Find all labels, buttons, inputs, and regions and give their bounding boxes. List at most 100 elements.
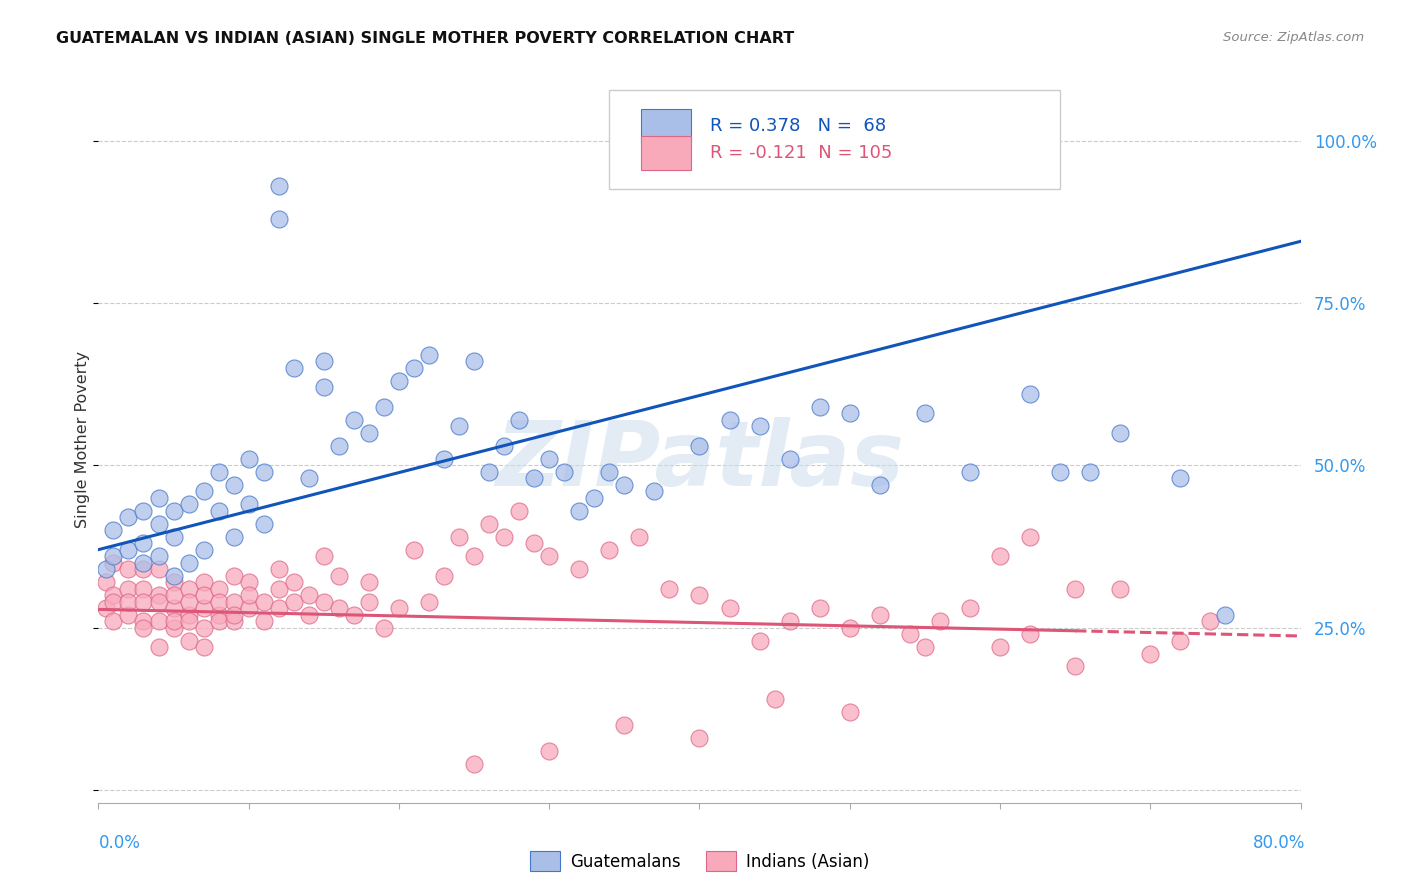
- Point: [177, 497, 200, 511]
- Point: [298, 471, 321, 485]
- Point: [494, 439, 516, 453]
- Point: [914, 406, 936, 420]
- Point: [132, 562, 155, 576]
- Point: [808, 400, 831, 414]
- Point: [193, 601, 215, 615]
- Point: [162, 504, 184, 518]
- Point: [267, 562, 290, 576]
- Point: [568, 504, 591, 518]
- Point: [148, 588, 170, 602]
- Point: [613, 477, 636, 491]
- Point: [402, 542, 425, 557]
- FancyBboxPatch shape: [641, 109, 692, 143]
- Point: [162, 568, 184, 582]
- Point: [148, 491, 170, 505]
- Point: [1170, 633, 1192, 648]
- Text: Source: ZipAtlas.com: Source: ZipAtlas.com: [1223, 31, 1364, 45]
- Point: [193, 542, 215, 557]
- Point: [959, 601, 981, 615]
- Point: [177, 556, 200, 570]
- Point: [388, 601, 411, 615]
- Point: [463, 756, 485, 771]
- Point: [1049, 465, 1071, 479]
- Point: [267, 601, 290, 615]
- Point: [538, 549, 561, 563]
- Point: [208, 614, 231, 628]
- Point: [103, 594, 125, 608]
- Point: [869, 477, 891, 491]
- Point: [298, 588, 321, 602]
- Point: [838, 406, 860, 420]
- Point: [148, 549, 170, 563]
- Point: [162, 575, 184, 590]
- Point: [208, 582, 231, 596]
- Point: [447, 530, 470, 544]
- Point: [598, 542, 620, 557]
- Text: R = 0.378   N =  68: R = 0.378 N = 68: [710, 117, 886, 135]
- Point: [162, 621, 184, 635]
- Point: [748, 419, 770, 434]
- Point: [1019, 530, 1042, 544]
- Point: [148, 562, 170, 576]
- Point: [283, 594, 305, 608]
- Point: [343, 607, 366, 622]
- Point: [162, 614, 184, 628]
- Point: [238, 497, 260, 511]
- Point: [1215, 607, 1237, 622]
- Point: [253, 594, 276, 608]
- Point: [94, 601, 117, 615]
- Text: 80.0%: 80.0%: [1253, 834, 1305, 852]
- Point: [1199, 614, 1222, 628]
- Y-axis label: Single Mother Poverty: Single Mother Poverty: [75, 351, 90, 528]
- Point: [162, 588, 184, 602]
- Point: [267, 179, 290, 194]
- Point: [328, 439, 350, 453]
- Point: [898, 627, 921, 641]
- Point: [117, 562, 139, 576]
- Point: [94, 562, 117, 576]
- Point: [1064, 582, 1087, 596]
- Point: [628, 530, 651, 544]
- Point: [508, 504, 530, 518]
- Point: [177, 633, 200, 648]
- Point: [328, 568, 350, 582]
- Point: [373, 400, 395, 414]
- Point: [658, 582, 681, 596]
- Legend: Guatemalans, Indians (Asian): Guatemalans, Indians (Asian): [523, 845, 876, 878]
- FancyBboxPatch shape: [641, 136, 692, 169]
- Point: [94, 575, 117, 590]
- Point: [689, 588, 711, 602]
- Point: [103, 614, 125, 628]
- Point: [222, 568, 245, 582]
- Point: [298, 607, 321, 622]
- Point: [478, 465, 501, 479]
- Point: [343, 413, 366, 427]
- Point: [553, 465, 575, 479]
- Point: [643, 484, 665, 499]
- Point: [869, 607, 891, 622]
- Point: [117, 510, 139, 524]
- Point: [193, 484, 215, 499]
- Point: [222, 530, 245, 544]
- Point: [312, 549, 335, 563]
- Point: [929, 614, 952, 628]
- Point: [538, 451, 561, 466]
- Point: [208, 465, 231, 479]
- Point: [779, 451, 801, 466]
- Point: [508, 413, 530, 427]
- Point: [238, 588, 260, 602]
- Point: [193, 621, 215, 635]
- Point: [117, 607, 139, 622]
- Point: [463, 354, 485, 368]
- Point: [283, 360, 305, 375]
- Point: [132, 536, 155, 550]
- Point: [1109, 582, 1132, 596]
- Point: [132, 621, 155, 635]
- Point: [132, 504, 155, 518]
- Point: [357, 575, 380, 590]
- Point: [238, 575, 260, 590]
- Point: [463, 549, 485, 563]
- Point: [148, 594, 170, 608]
- Text: R = -0.121  N = 105: R = -0.121 N = 105: [710, 144, 893, 161]
- Point: [103, 556, 125, 570]
